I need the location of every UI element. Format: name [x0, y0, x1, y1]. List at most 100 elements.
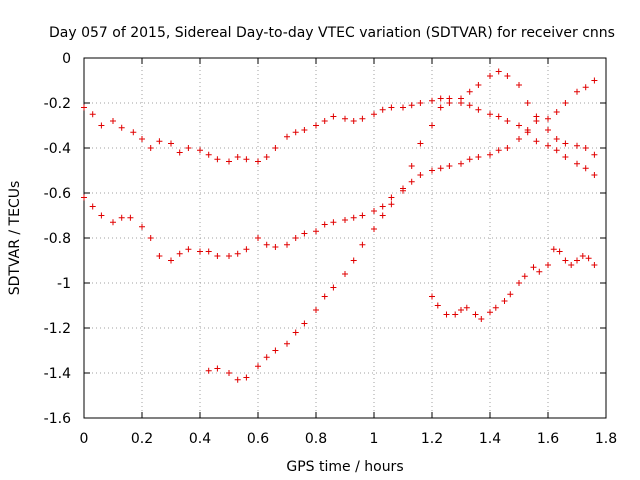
x-tick-label: 0.8: [305, 431, 327, 447]
x-tick-label: 0.4: [189, 431, 211, 447]
data-point-track-1: [156, 138, 163, 145]
data-point-track-2: [255, 235, 261, 241]
data-point-track-1: [408, 102, 415, 109]
data-point-track-1: [185, 145, 192, 151]
data-point-track-4: [562, 257, 569, 264]
data-point-track-3: [371, 226, 377, 232]
data-point-track-1: [176, 149, 183, 156]
data-point-track-3: [301, 320, 308, 327]
data-point-track-2: [545, 115, 551, 122]
data-point-track-2: [342, 217, 348, 223]
x-tick-label: 0.2: [131, 431, 153, 447]
data-point-track-1: [371, 111, 377, 118]
x-tick-label: 1.4: [479, 431, 501, 447]
data-point-track-1: [301, 127, 308, 133]
y-tick-label: -0.8: [44, 231, 71, 247]
data-point-track-4: [556, 248, 563, 255]
data-point-track-2: [562, 100, 569, 106]
data-point-track-1: [342, 115, 348, 122]
data-point-track-4: [452, 311, 459, 318]
data-point-track-2: [574, 88, 580, 95]
data-point-track-1: [139, 136, 145, 142]
data-point-track-2: [321, 221, 328, 228]
data-point-track-1: [130, 129, 137, 136]
x-axis-label: GPS time / hours: [286, 459, 403, 475]
data-point-track-3: [243, 374, 250, 381]
data-point-track-4: [458, 307, 464, 313]
data-point-track-1: [475, 106, 482, 113]
data-point-track-2: [466, 156, 473, 163]
data-point-track-1: [437, 95, 444, 102]
data-point-track-1: [81, 104, 87, 111]
x-tick-label: 1: [370, 431, 379, 447]
data-point-track-2: [516, 136, 522, 142]
data-point-track-2: [388, 194, 395, 201]
data-point-track-4: [501, 298, 508, 304]
data-point-track-3: [205, 367, 212, 374]
data-point-track-2: [292, 235, 299, 241]
data-point-track-3: [458, 95, 464, 102]
data-point-track-1: [168, 140, 174, 147]
data-point-track-4: [568, 262, 575, 268]
data-point-track-2: [205, 248, 212, 255]
data-point-track-2: [458, 160, 464, 167]
data-point-track-3: [417, 140, 424, 147]
data-point-track-4: [516, 280, 522, 286]
data-point-track-3: [234, 376, 241, 383]
data-point-track-1: [234, 154, 241, 160]
data-point-track-2: [475, 154, 482, 160]
data-point-track-1: [533, 138, 540, 145]
data-point-track-3: [284, 340, 290, 347]
axis-ticks: 0 0.2 0.4 0.6 0.8 1 1.2 1.4 1.6 1.8 -1.6 -1.4 -1.2 -1…: [44, 51, 617, 447]
data-point-track-1: [545, 142, 551, 149]
data-point-track-1: [205, 151, 212, 158]
data-point-track-2: [118, 214, 125, 221]
data-point-track-3: [582, 145, 589, 151]
data-point-track-1: [379, 106, 386, 113]
data-point-track-2: [110, 219, 116, 226]
data-point-track-2: [156, 253, 163, 259]
data-point-track-1: [321, 118, 328, 124]
data-point-track-3: [437, 104, 444, 111]
data-point-track-1: [582, 165, 589, 172]
data-point-track-4: [507, 291, 514, 298]
data-point-track-2: [234, 250, 241, 257]
data-point-track-1: [553, 147, 560, 154]
data-point-track-2: [168, 257, 174, 264]
x-tick-label: 1.6: [537, 431, 559, 447]
data-point-track-3: [350, 257, 357, 264]
data-point-track-4: [478, 316, 485, 322]
data-point-track-3: [545, 127, 551, 133]
data-point-track-1: [98, 122, 105, 129]
data-point-track-2: [429, 167, 435, 174]
data-point-track-1: [487, 111, 493, 118]
y-tick-label: -1: [57, 276, 71, 292]
data-point-track-3: [255, 363, 261, 370]
data-point-track-1: [147, 145, 154, 151]
data-point-track-4: [487, 309, 493, 316]
y-tick-label: -1.4: [44, 366, 71, 382]
data-point-track-2: [495, 147, 502, 154]
data-point-track-1: [226, 158, 232, 165]
data-point-track-1: [504, 118, 511, 124]
data-point-track-4: [434, 302, 441, 309]
data-point-track-2: [524, 127, 531, 133]
data-point-track-3: [524, 100, 531, 106]
data-point-track-2: [371, 208, 377, 214]
data-point-track-2: [243, 246, 250, 253]
data-point-track-3: [214, 365, 221, 372]
y-tick-label: -0.4: [44, 141, 71, 157]
data-point-track-1: [350, 118, 357, 124]
data-point-track-1: [110, 118, 116, 124]
y-tick-label: -0.6: [44, 186, 71, 202]
data-point-track-3: [466, 88, 473, 95]
data-point-track-1: [263, 154, 270, 160]
data-point-track-2: [226, 253, 232, 259]
chart-title: Day 057 of 2015, Sidereal Day-to-day VTE…: [49, 25, 615, 41]
data-point-track-2: [487, 151, 493, 158]
data-point-track-2: [197, 248, 203, 255]
y-tick-label: -1.6: [44, 411, 71, 427]
data-point-track-2: [127, 214, 134, 221]
data-point-track-1: [284, 133, 290, 140]
